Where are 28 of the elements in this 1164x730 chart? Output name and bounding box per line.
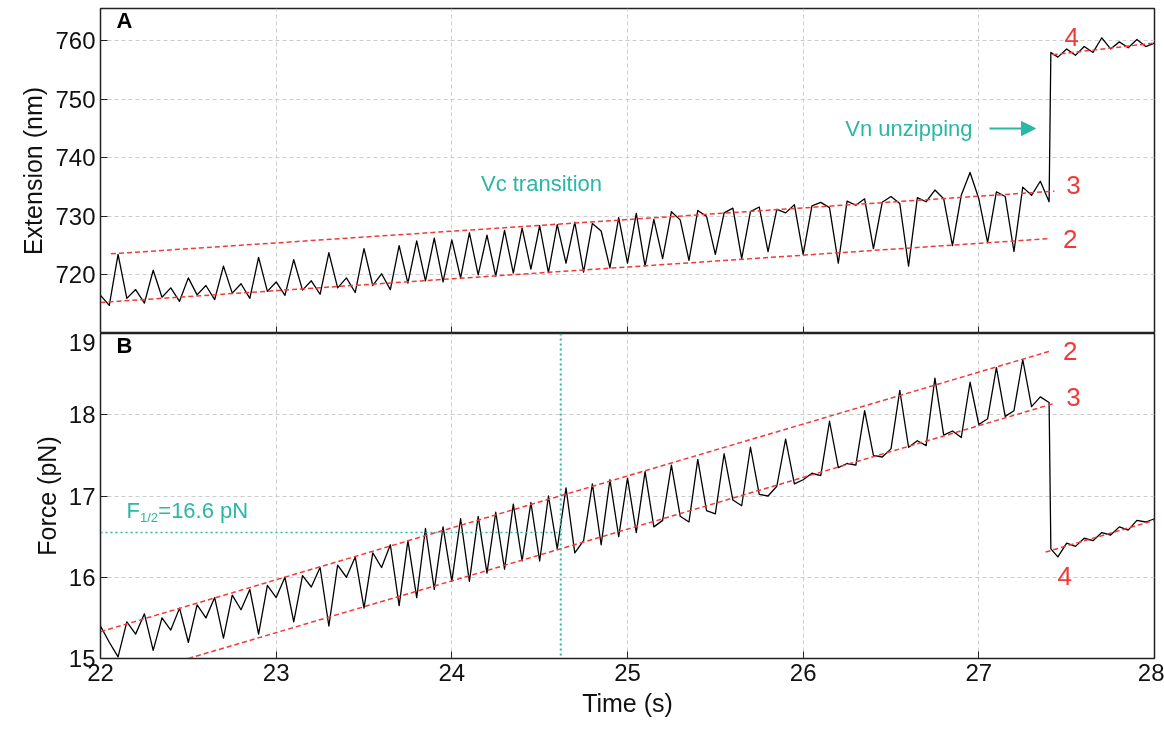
y-tick-label: 740 xyxy=(55,144,96,172)
x-tick-label: 28 xyxy=(1137,658,1164,686)
y-tick-label: 19 xyxy=(68,328,96,356)
y-tick-label: 730 xyxy=(55,202,96,230)
y-tick-label: 17 xyxy=(68,482,96,510)
annotation: A xyxy=(116,8,133,33)
x-tick-label: 24 xyxy=(438,658,466,686)
y-axis-title: Force (pN) xyxy=(32,436,61,556)
annotation: Vc transition xyxy=(480,171,603,196)
x-tick-label: 26 xyxy=(789,658,817,686)
y-tick-label: 760 xyxy=(55,27,96,55)
x-axis-title: Time (s) xyxy=(582,688,673,717)
series-label: 2 xyxy=(1063,223,1078,254)
y-tick-label: 720 xyxy=(55,261,96,289)
series-label: 2 xyxy=(1063,336,1078,367)
x-tick-label: 27 xyxy=(965,658,993,686)
y-tick-label: 750 xyxy=(55,85,96,113)
series-label: 4 xyxy=(1064,21,1080,52)
series-label: 4 xyxy=(1057,561,1073,592)
annotation: Vn unzipping xyxy=(845,116,973,141)
x-tick-label: 25 xyxy=(614,658,641,686)
series-label: 3 xyxy=(1066,170,1081,201)
annotation: B xyxy=(116,333,133,358)
y-tick-label: 18 xyxy=(68,401,96,429)
x-tick-label: 23 xyxy=(262,658,290,686)
series-label: 3 xyxy=(1066,382,1081,413)
y-tick-label: 16 xyxy=(68,563,96,591)
y-axis-title: Extension (nm) xyxy=(19,86,48,256)
